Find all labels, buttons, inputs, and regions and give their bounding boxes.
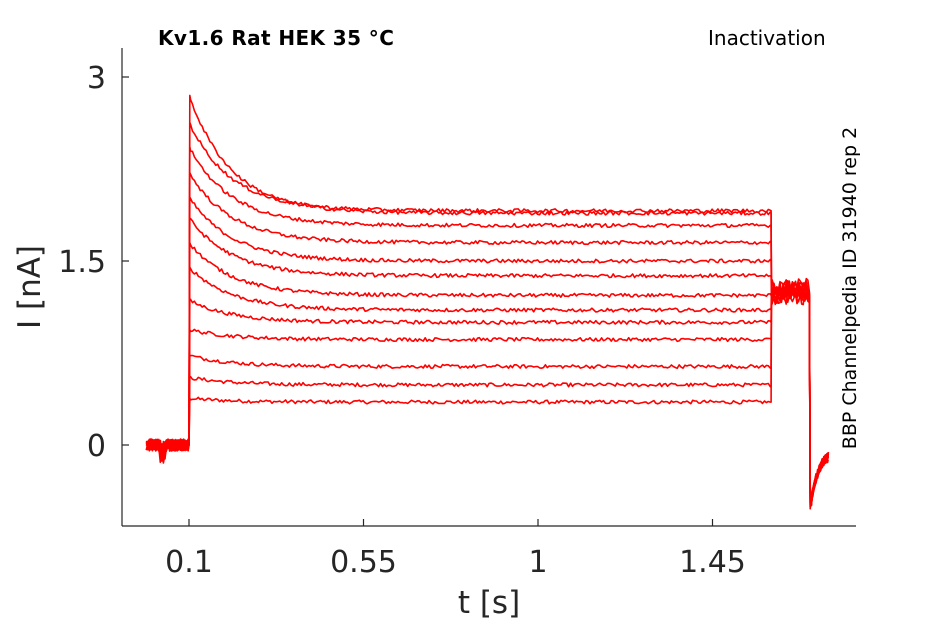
trace-line-8 xyxy=(145,217,830,505)
trace-line-2 xyxy=(145,290,830,508)
y-tick-label: 1.5 xyxy=(58,245,106,280)
trace-line-9 xyxy=(145,196,829,507)
trace-line-6 xyxy=(145,266,830,501)
y-tick-label: 0 xyxy=(87,429,106,464)
x-axis-label: t [s] xyxy=(458,585,520,621)
chart-title: Kv1.6 Rat HEK 35 °C xyxy=(158,26,395,50)
x-tick-label: 0.55 xyxy=(330,545,397,580)
protocol-label: Inactivation xyxy=(708,26,826,50)
y-tick-label: 3 xyxy=(87,61,106,96)
trace-line-12 xyxy=(146,121,830,500)
trace-line-7 xyxy=(145,241,830,507)
trace-line-13 xyxy=(145,94,830,498)
trace-line-3 xyxy=(146,287,829,506)
trace-line-11 xyxy=(146,146,829,505)
trace-line-1 xyxy=(145,289,830,510)
x-tick-label: 1.45 xyxy=(679,545,746,580)
axes: 0.1 0.55 1 1.45 0 1.5 3 t [s] I [nA] xyxy=(12,48,856,621)
x-tick-label: 1 xyxy=(528,545,547,580)
trace-line-5 xyxy=(145,286,829,506)
trace-line-10 xyxy=(146,171,830,500)
x-tick-label: 0.1 xyxy=(165,545,213,580)
trace-line-4 xyxy=(145,286,829,505)
y-axis-label: I [nA] xyxy=(12,245,48,329)
traces xyxy=(145,94,830,510)
